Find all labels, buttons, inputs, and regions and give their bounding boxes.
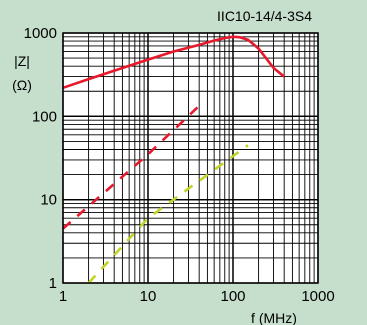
y-axis-label-line2: (Ω) [12,77,32,93]
x-tick-label: 100 [220,288,245,305]
x-tick-label: 10 [140,288,157,305]
y-tick-label: 100 [32,108,57,125]
plot-area [63,33,318,283]
y-tick-label: 10 [40,192,57,209]
series-line-1 [62,35,286,90]
x-tick-label: 1000 [301,288,334,305]
y-axis-label-line1: |Z| [14,53,30,69]
y-tick-label: 1 [49,275,57,292]
tick-labels: 1 10 100 1000 1 10 100 1000 [24,25,335,305]
plot-frame [62,32,319,284]
series-group [62,35,286,284]
y-tick-label: 1000 [24,25,57,42]
x-axis-label: f (MHz) [251,310,297,325]
chart-title: IIC10-14/4-3S4 [217,8,312,24]
x-tick-label: 1 [59,288,67,305]
